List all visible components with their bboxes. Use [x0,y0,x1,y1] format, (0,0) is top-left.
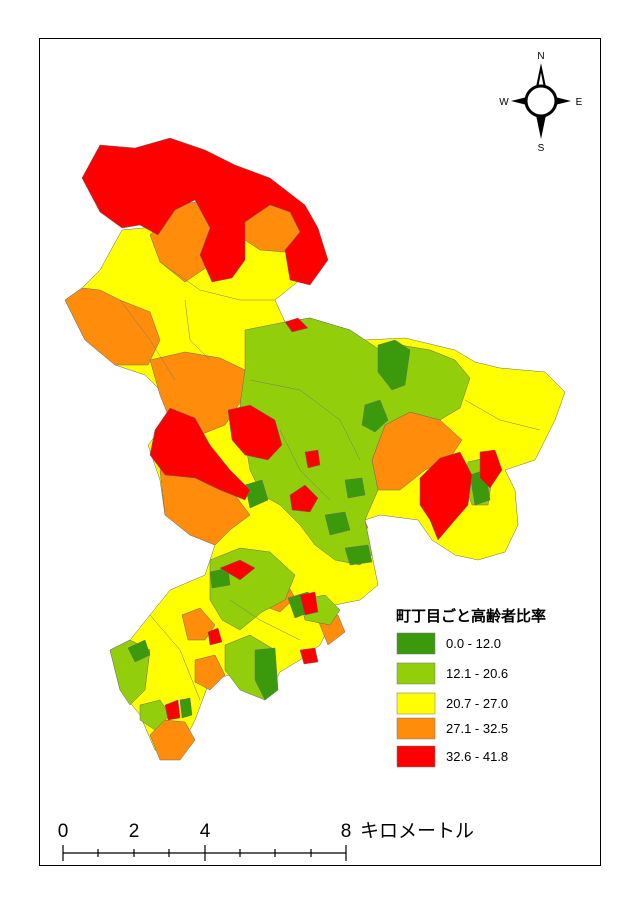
legend-label-2: 20.7 - 27.0 [446,696,508,711]
map-region-lightgreen-sw2 [139,699,171,731]
legend-swatch-0 [396,632,436,655]
map-region-red-s2 [299,591,319,616]
north-arrow-icon: N S W E [499,51,582,154]
map-region-red-s4 [164,699,181,721]
scale-ticks [62,845,347,861]
compass-e: E [576,97,583,108]
scale-tick-label-2: 2 [129,821,140,842]
map-region-red-center [227,404,283,461]
scale-tick-label-0: 0 [58,821,69,842]
map-regions [64,137,566,761]
map-region-green-s3 [254,647,279,701]
map-region-red-top [284,317,309,333]
map-region-red-east [419,451,473,541]
map-region-green-c1 [361,399,389,433]
legend-label-3: 27.1 - 32.5 [446,721,508,736]
legend-item: 32.6 - 41.8 [396,745,508,768]
map-frame [39,38,601,866]
map-region-red-c1 [289,484,319,513]
legend: 町丁目ごと高齢者比率 0.0 - 12.0 12.1 - 20.6 20.7 -… [396,607,546,768]
scale-bar: 0 2 4 8 キロメートル [58,821,474,861]
compass-w: W [499,97,509,108]
map-region-green-c3 [344,477,366,499]
scale-tick-label-8: 8 [341,821,352,842]
legend-item: 20.7 - 27.0 [396,692,508,715]
compass-s: S [538,143,545,154]
map-region-red-s3 [299,647,319,665]
legend-item: 27.1 - 32.5 [396,717,508,740]
legend-swatch-2 [396,692,436,715]
map-region-red-east2 [479,449,503,489]
map-region-green-c4 [324,511,351,536]
map-boundaries [119,261,541,701]
scale-unit: キロメートル [360,821,474,842]
map-region-red-west [149,407,251,501]
legend-item: 0.0 - 12.0 [396,632,501,655]
legend-swatch-4 [396,745,436,768]
legend-item: 12.1 - 20.6 [396,662,508,685]
legend-label-1: 12.1 - 20.6 [446,666,508,681]
map-region-orange-nw [64,287,161,366]
map-region-green-c2 [244,479,269,509]
map-region-red-s1 [219,559,256,581]
compass-n: N [537,51,544,62]
legend-swatch-3 [396,717,436,740]
scale-tick-label-4: 4 [200,821,211,842]
map-region-red-s5 [207,627,223,646]
map-region-red-north [81,137,329,286]
map-region-orange-s3 [194,654,226,691]
legend-swatch-1 [396,662,436,685]
legend-title: 町丁目ごと高齢者比率 [396,607,546,625]
legend-label-0: 0.0 - 12.0 [446,636,501,651]
map-region-red-c2 [304,449,321,469]
map-region-green-sw [127,639,151,663]
map-region-green-c5 [344,544,373,566]
map-region-green-ne [377,339,411,391]
map-region-green-s4 [179,697,193,719]
legend-label-4: 32.6 - 41.8 [446,749,508,764]
